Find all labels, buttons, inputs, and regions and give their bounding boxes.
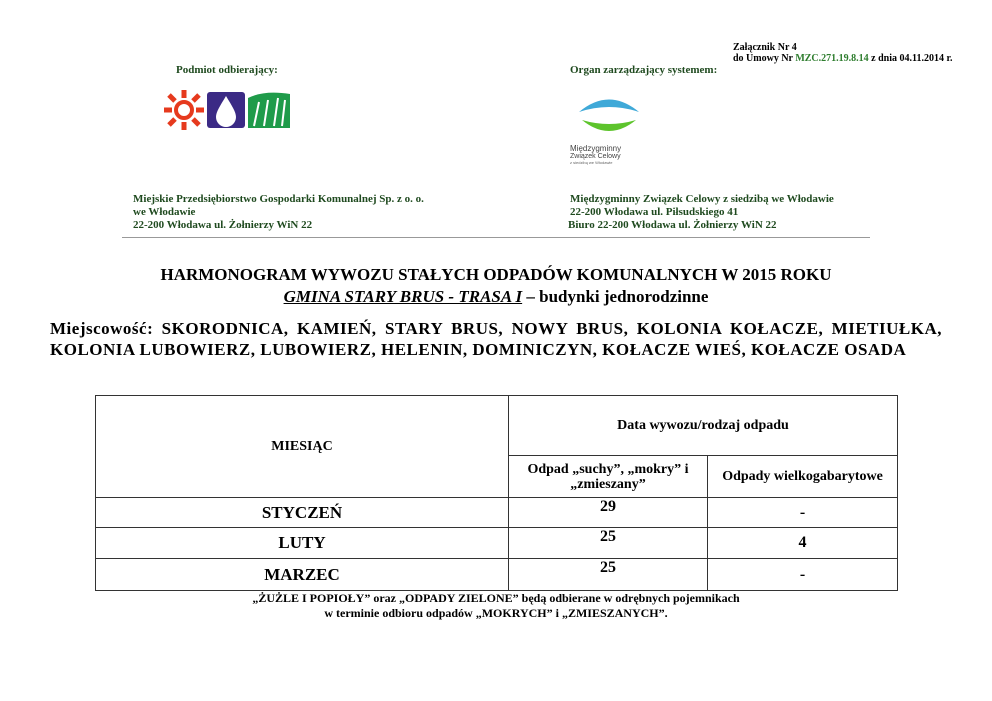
page-subtitle: GMINA STARY BRUS - TRASA I – budynki jed…: [283, 287, 709, 306]
annex-line1: Załącznik Nr 4: [733, 42, 797, 53]
table-row: STYCZEŃ 29-: [95, 497, 898, 528]
contract-number: MZC.271.19.8.14: [795, 53, 869, 64]
right-party-label: Organ zarządzający systemem:: [570, 64, 718, 76]
divider: [122, 237, 870, 238]
month-header: MIESIĄC: [95, 395, 509, 498]
group-header: Data wywozu/rodzaj odpadu: [508, 395, 898, 456]
mzc-logo: Międzygminny Związek Celowy z siedzibą w…: [570, 92, 650, 165]
grass-icon: [248, 92, 290, 128]
annex-line2: do Umowy Nr MZC.271.19.8.14 z dnia 04.11…: [733, 53, 953, 64]
note-line2: w terminie odbioru odpadów „MOKRYCH” i „…: [324, 606, 668, 620]
table-row: LUTY 25 4: [95, 527, 898, 559]
table-row: MARZEC 25-: [95, 558, 898, 591]
page-title: HARMONOGRAM WYWOZU STAŁYCH ODPADÓW KOMUN…: [160, 265, 832, 284]
mpgk-logo: [164, 90, 290, 130]
note-line1: „ŻUŻLE I POPIOŁY” oraz „ODPADY ZIELONE” …: [252, 591, 740, 605]
locality-list: Miejscowość: SKORODNICA, KAMIEŃ, STARY B…: [50, 319, 942, 359]
right-party-address: Międzygminny Związek Celowy z siedzibą w…: [568, 193, 834, 231]
sun-icon: [164, 90, 204, 130]
left-party-address: Miejskie Przedsiębiorstwo Gospodarki Kom…: [133, 193, 424, 231]
col-bulky-header: Odpady wielkogabarytowe: [707, 455, 898, 498]
left-party-label: Podmiot odbierający:: [176, 64, 278, 76]
schedule-table: MIESIĄC Data wywozu/rodzaj odpadu Odpad „…: [95, 395, 898, 591]
col-mixed-header: Odpad „suchy”, „mokry” i „zmieszany”: [508, 455, 708, 498]
